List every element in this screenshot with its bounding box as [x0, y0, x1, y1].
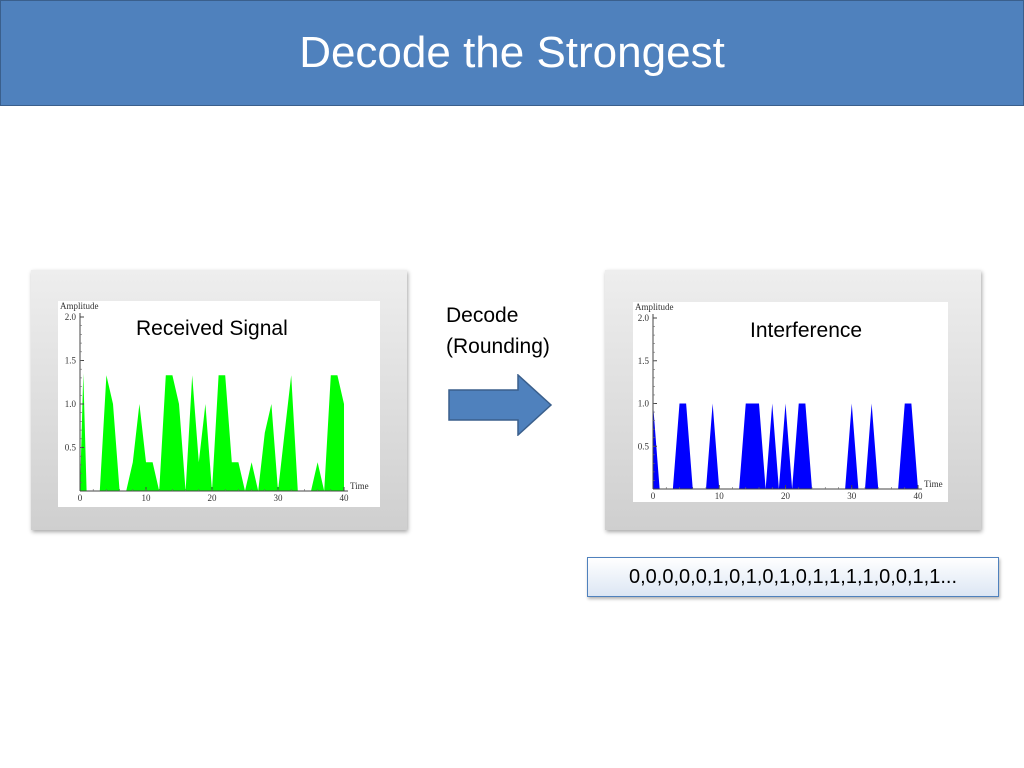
y-tick-label: 2.0: [65, 312, 77, 322]
y-tick-label: 1.0: [65, 399, 77, 409]
interference-chart: 0.5 1.0 1.5 2.0 0 10 20 30 40 Amplitude Time: [633, 302, 948, 502]
decoded-bits-text: 0,0,0,0,0,1,0,1,0,1,0,1,1,1,1,0,0,1,1...: [628, 565, 958, 588]
x-tick-label: 20: [208, 493, 218, 503]
interference-title: Interference: [750, 319, 863, 342]
title-bar: Decode the Strongest: [0, 0, 1024, 106]
received-signal-chart: 0.5 1.0 1.5 2.0 0 10 20 30 40 Amplitude Time: [58, 301, 380, 507]
x-tick-label: 40: [340, 493, 350, 503]
chart-area-series: [80, 373, 344, 491]
interference-panel: 0.5 1.0 1.5 2.0 0 10 20 30 40 Amplitude Time Inter…: [605, 270, 981, 530]
y-tick-label: 1.5: [638, 356, 650, 366]
y-tick-label: 0.5: [65, 443, 77, 453]
slide-title: Decode the Strongest: [299, 28, 725, 77]
y-axis-label: Amplitude: [635, 302, 674, 312]
y-tick-label: 1.0: [638, 399, 650, 409]
y-axis-label: Amplitude: [60, 301, 99, 311]
x-tick-label: 40: [914, 491, 924, 501]
received-signal-panel: 0.5 1.0 1.5 2.0 0 10 20 30 40 Amplitude Time Recei…: [31, 270, 407, 530]
y-tick-label: 1.5: [65, 356, 77, 366]
y-tick-label: 0.5: [638, 441, 650, 451]
x-tick-label: 20: [781, 491, 791, 501]
decode-label-line1: Decode: [446, 304, 519, 327]
x-tick-label: 0: [78, 493, 83, 503]
decode-label-line2: (Rounding): [446, 335, 550, 358]
x-tick-label: 30: [274, 493, 284, 503]
x-tick-label: 10: [715, 491, 725, 501]
x-tick-label: 0: [651, 491, 656, 501]
x-axis-label: Time: [924, 479, 943, 489]
received-signal-title: Received Signal: [136, 317, 288, 340]
chart-area-series: [653, 403, 918, 489]
received-signal-svg: 0.5 1.0 1.5 2.0 0 10 20 30 40 Amplitude Time: [60, 301, 369, 503]
interference-svg: 0.5 1.0 1.5 2.0 0 10 20 30 40 Amplitude Time: [635, 302, 943, 501]
decoded-bits-box: 0,0,0,0,0,1,0,1,0,1,0,1,1,1,1,0,0,1,1...: [587, 557, 999, 597]
x-tick-label: 30: [847, 491, 857, 501]
y-tick-label: 2.0: [638, 313, 650, 323]
x-tick-label: 10: [142, 493, 152, 503]
x-axis-label: Time: [350, 481, 369, 491]
decode-label: Decode (Rounding): [446, 300, 550, 362]
right-arrow-icon: [448, 374, 553, 436]
